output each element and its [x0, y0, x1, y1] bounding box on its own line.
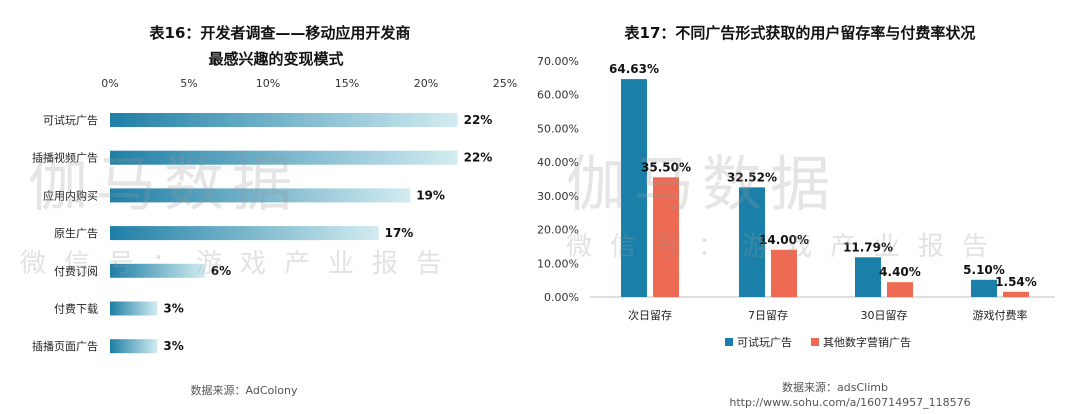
chart16-value-label: 22% — [464, 113, 493, 127]
chart16-value-label: 22% — [464, 151, 493, 165]
legend-swatch-other-ads — [811, 338, 819, 346]
chart16-value-label: 6% — [211, 264, 231, 278]
chart17-title: 表17：不同广告形式获取的用户留存率与付费率状况 — [625, 24, 976, 42]
chart17-value-label: 5.10% — [963, 263, 1005, 277]
chart16-bar — [110, 301, 158, 316]
chart16-x-tick-label: 20% — [414, 77, 438, 90]
chart17-value-label: 35.50% — [641, 160, 691, 174]
chart17: 表17：不同广告形式获取的用户留存率与付费率状况 0.00% 10.00% 20.0… — [537, 24, 1055, 409]
watermarks: 伽马数据 微信号：游戏产业报告 伽马数据 微信号：游戏产业报告 — [20, 150, 1006, 279]
chart16-bar — [110, 150, 458, 165]
chart16-x-ticks: 0% 5% 10% 15% 20% 25% — [101, 77, 517, 90]
chart16-x-tick-label: 15% — [335, 77, 359, 90]
legend-label-playable-ad: 可试玩广告 — [737, 336, 792, 349]
chart16-bar — [110, 263, 205, 278]
chart17-y-tick-label: 60.00% — [537, 89, 579, 102]
chart16-value-label: 19% — [416, 188, 445, 202]
chart16-value-label: 3% — [163, 339, 183, 353]
chart16-source: 数据来源：AdColony — [191, 383, 298, 397]
chart16-category-label: 付费下载 — [54, 303, 98, 316]
chart16-category-label: 原生广告 — [54, 226, 98, 240]
chart16-category-label: 插播页面广告 — [32, 339, 98, 353]
chart17-bar — [971, 279, 997, 297]
chart17-source-line2: http://www.sohu.com/a/160714957_118576 — [729, 396, 970, 409]
chart16-title-line1: 表16：开发者调查——移动应用开发商 — [150, 24, 411, 42]
chart16-value-label: 17% — [385, 226, 414, 240]
chart17-value-label: 64.63% — [609, 62, 659, 76]
chart16-x-tick-label: 10% — [256, 77, 280, 90]
chart17-bar — [739, 187, 765, 297]
chart17-bar — [855, 257, 881, 297]
watermark-right-main: 伽马数据 — [566, 150, 838, 220]
chart17-value-label: 14.00% — [759, 233, 809, 247]
chart16-x-tick-label: 25% — [493, 77, 517, 90]
chart17-y-tick-label: 50.00% — [537, 122, 579, 135]
chart17-category-label: 次日留存 — [628, 308, 672, 322]
chart17-y-tick-label: 70.00% — [537, 55, 579, 68]
chart17-category-label: 游戏付费率 — [973, 308, 1028, 322]
chart16-x-tick-label: 5% — [180, 77, 197, 90]
chart17-category-label: 7日留存 — [748, 308, 788, 322]
chart17-category-labels: 次日留存 7日留存 30日留存 游戏付费率 — [628, 308, 1028, 322]
chart16-x-tick-label: 0% — [101, 77, 118, 90]
chart16-category-label: 应用内购买 — [43, 188, 98, 202]
chart16-bar — [110, 188, 411, 203]
chart17-category-label: 30日留存 — [861, 308, 908, 322]
chart16-bar — [110, 339, 158, 354]
chart17-legend: 可试玩广告 其他数字营销广告 — [725, 335, 911, 349]
watermark-left-main: 伽马数据 — [28, 150, 300, 220]
chart16-value-label: 3% — [163, 302, 183, 316]
chart17-source-line1: 数据来源：adsClimb — [782, 380, 888, 394]
chart17-bar — [887, 282, 913, 297]
chart16-value-labels: 22% 22% 19% 17% 6% 3% 3% — [163, 113, 492, 353]
chart17-bar — [621, 79, 647, 297]
chart17-bar — [1003, 291, 1029, 297]
chart17-bar — [653, 177, 679, 297]
chart16-bars — [110, 113, 458, 354]
chart17-y-tick-label: 10.00% — [537, 257, 579, 270]
chart16-category-label: 付费订阅 — [54, 265, 98, 278]
legend-label-other-ads: 其他数字营销广告 — [823, 335, 911, 349]
chart16-bar — [110, 113, 458, 127]
chart17-y-tick-label: 30.00% — [537, 190, 579, 203]
chart17-y-ticks: 0.00% 10.00% 20.00% 30.00% 40.00% 50.00% 60.00… — [537, 55, 579, 304]
chart17-y-tick-label: 0.00% — [544, 291, 579, 304]
chart17-value-label: 4.40% — [879, 265, 921, 279]
chart16-category-label: 插播视频广告 — [32, 151, 98, 165]
chart16: 表16：开发者调查——移动应用开发商 最感兴趣的变现模式 0% 5% 10% 15% 2… — [32, 24, 517, 397]
chart17-value-label: 11.79% — [843, 240, 893, 254]
chart17-bars — [621, 79, 1029, 297]
chart17-value-labels: 64.63% 35.50% 32.52% 14.00% 11.79% 4.40% 5.10%… — [609, 62, 1037, 289]
chart17-y-tick-label: 20.00% — [537, 224, 579, 237]
chart17-value-label: 32.52% — [727, 170, 777, 184]
chart16-title-line2: 最感兴趣的变现模式 — [208, 50, 343, 68]
chart17-y-tick-label: 40.00% — [537, 156, 579, 169]
chart16-bar — [110, 226, 379, 241]
chart17-bar — [771, 249, 797, 297]
watermark-left-sub: 微信号：游戏产业报告 — [20, 249, 460, 279]
watermark-right-sub: 微信号：游戏产业报告 — [566, 232, 1006, 262]
chart17-value-label: 1.54% — [995, 275, 1037, 289]
chart16-category-label: 可试玩广告 — [43, 114, 98, 127]
legend-swatch-playable-ad — [725, 338, 733, 346]
